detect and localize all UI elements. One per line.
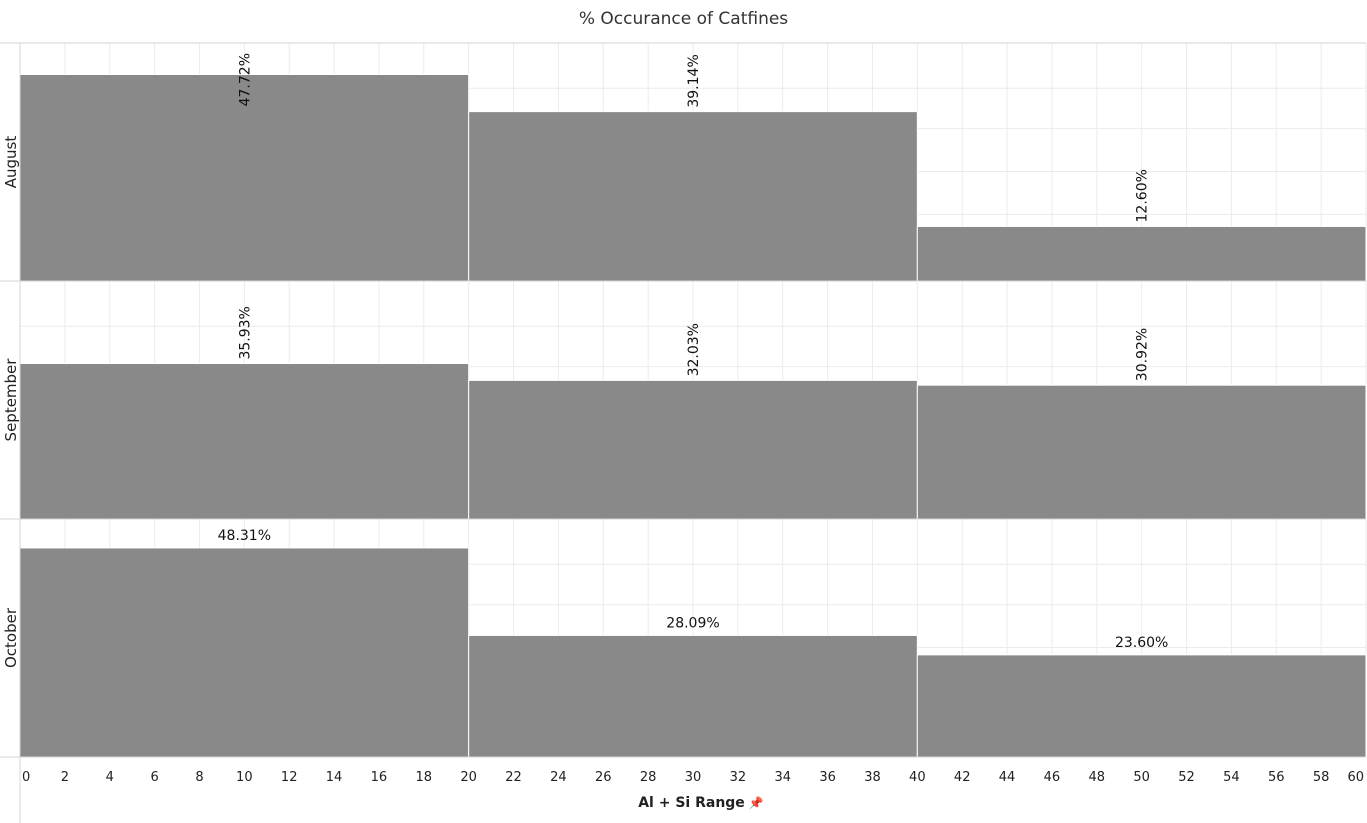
bar[interactable] xyxy=(468,379,918,520)
x-tick-label: 32 xyxy=(730,770,747,785)
x-axis-label-text: Al + Si Range xyxy=(638,795,745,811)
x-tick-label: 18 xyxy=(416,770,433,785)
pin-icon[interactable]: 📌 xyxy=(748,796,764,810)
x-axis-label: Al + Si Range 📌 xyxy=(0,795,1367,811)
data-label: 28.09% xyxy=(666,615,719,631)
row-label: August xyxy=(2,136,20,189)
x-tick-label: 36 xyxy=(819,770,836,785)
x-tick-label: 2 xyxy=(61,770,69,785)
x-tick-label: 10 xyxy=(236,770,253,785)
bar[interactable] xyxy=(916,654,1367,758)
x-tick-label: 40 xyxy=(909,770,926,785)
x-tick-label: 60 xyxy=(1347,770,1364,785)
data-label: 30.92% xyxy=(1135,328,1151,381)
bar[interactable] xyxy=(468,111,918,282)
row-label: October xyxy=(2,607,20,668)
data-label: 48.31% xyxy=(218,528,271,544)
x-tick-label: 42 xyxy=(954,770,971,785)
x-tick-label: 30 xyxy=(685,770,702,785)
x-tick-label: 58 xyxy=(1313,770,1330,785)
bar[interactable] xyxy=(916,384,1367,520)
x-tick-label: 50 xyxy=(1133,770,1150,785)
x-tick-label: 34 xyxy=(774,770,791,785)
x-tick-label: 52 xyxy=(1178,770,1195,785)
x-tick-label: 14 xyxy=(326,770,343,785)
x-tick-label: 12 xyxy=(281,770,298,785)
x-tick-label: 4 xyxy=(106,770,114,785)
bar[interactable] xyxy=(19,547,470,758)
x-tick-label: 24 xyxy=(550,770,567,785)
x-tick-label: 8 xyxy=(195,770,203,785)
x-tick-label: 54 xyxy=(1223,770,1240,785)
data-label: 47.72% xyxy=(237,53,253,106)
data-label: 12.60% xyxy=(1135,169,1151,222)
bar[interactable] xyxy=(19,363,470,520)
x-tick-label: 20 xyxy=(460,770,477,785)
row-label: September xyxy=(2,358,20,442)
bar[interactable] xyxy=(468,634,918,758)
data-label: 32.03% xyxy=(686,323,702,376)
data-label: 39.14% xyxy=(686,54,702,107)
chart-title: % Occurance of Catfines xyxy=(578,9,789,29)
x-tick-label: 48 xyxy=(1089,770,1106,785)
data-label: 35.93% xyxy=(237,306,253,359)
x-tick-label: 6 xyxy=(150,770,158,785)
x-tick-label: 46 xyxy=(1044,770,1061,785)
x-tick-label: 16 xyxy=(371,770,388,785)
x-tick-label: 22 xyxy=(505,770,522,785)
x-tick-label: 56 xyxy=(1268,770,1285,785)
bar[interactable] xyxy=(916,225,1367,282)
bar[interactable] xyxy=(19,74,470,282)
x-tick-label: 44 xyxy=(999,770,1016,785)
x-tick-label: 0 xyxy=(22,770,30,785)
x-tick-label: 28 xyxy=(640,770,657,785)
x-tick-label: 38 xyxy=(864,770,881,785)
x-tick-label: 26 xyxy=(595,770,612,785)
data-label: 23.60% xyxy=(1115,635,1168,651)
